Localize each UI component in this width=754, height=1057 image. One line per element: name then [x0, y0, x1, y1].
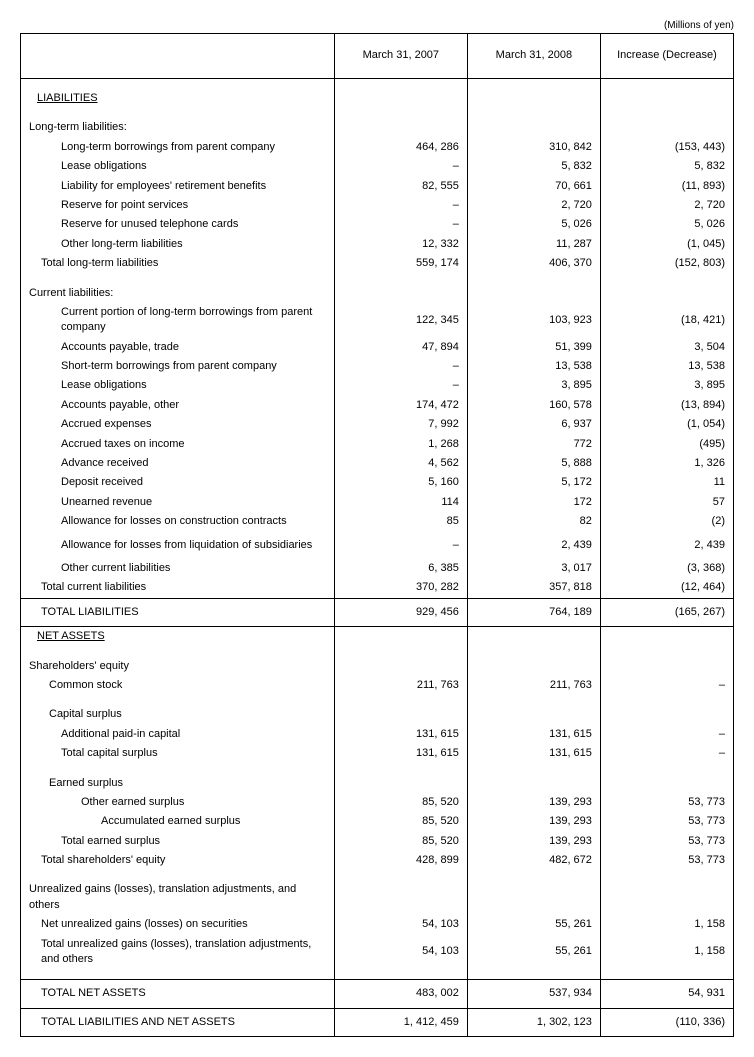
lt-borrowings: Long-term borrowings from parent company… — [21, 138, 734, 157]
lt-lease: Lease obligations–5, 8325, 832 — [21, 157, 734, 176]
se-heading: Shareholders' equity — [21, 657, 734, 676]
cl-accrued-exp: Accrued expenses7, 9926, 937(1, 054) — [21, 415, 734, 434]
cl-advance: Advance received4, 5625, 8881, 326 — [21, 454, 734, 473]
earned-surplus-heading: Earned surplus — [21, 774, 734, 793]
total-liabilities: TOTAL LIABILITIES929, 456764, 189(165, 2… — [21, 598, 734, 626]
cl-construction: Allowance for losses on construction con… — [21, 512, 734, 531]
common-stock: Common stock211, 763211, 763– — [21, 676, 734, 695]
lt-cards: Reserve for unused telephone cards–5, 02… — [21, 215, 734, 234]
cl-accrued-tax: Accrued taxes on income1, 268772(495) — [21, 435, 734, 454]
section-net-assets: NET ASSETS — [21, 627, 734, 647]
acc-earned: Accumulated earned surplus85, 520139, 29… — [21, 812, 734, 831]
section-liabilities: LIABILITIES — [21, 89, 734, 108]
financial-table: March 31, 2007 March 31, 2008 Increase (… — [20, 33, 734, 1037]
lt-retire: Liability for employees' retirement bene… — [21, 177, 734, 196]
total-unrealized: Total unrealized gains (losses), transla… — [21, 935, 734, 970]
unit-label: (Millions of yen) — [20, 20, 734, 31]
cl-ap-trade: Accounts payable, trade47, 89451, 3993, … — [21, 338, 734, 357]
total-net-assets: TOTAL NET ASSETS483, 002537, 93454, 931 — [21, 980, 734, 1008]
cl-deposit: Deposit received5, 1605, 17211 — [21, 473, 734, 492]
total-cap-surplus: Total capital surplus131, 615131, 615– — [21, 744, 734, 763]
add-paid: Additional paid-in capital131, 615131, 6… — [21, 725, 734, 744]
lt-other: Other long-term liabilities12, 33211, 28… — [21, 235, 734, 254]
cl-liquidation: Allowance for losses from liquidation of… — [21, 532, 734, 559]
other-earned: Other earned surplus85, 520139, 29353, 7… — [21, 793, 734, 812]
cl-other: Other current liabilities6, 3853, 017(3,… — [21, 559, 734, 578]
unrealized-heading: Unrealized gains (losses), translation a… — [21, 880, 734, 915]
cap-surplus-heading: Capital surplus — [21, 705, 734, 724]
net-unrealized: Net unrealized gains (losses) on securit… — [21, 915, 734, 934]
total-earned: Total earned surplus85, 520139, 29353, 7… — [21, 832, 734, 851]
col-header-1: March 31, 2007 — [334, 34, 467, 79]
total-se: Total shareholders' equity428, 899482, 6… — [21, 851, 734, 870]
cl-unearned: Unearned revenue11417257 — [21, 493, 734, 512]
long-term-heading: Long-term liabilities: — [21, 118, 734, 137]
cl-ap-other: Accounts payable, other174, 472160, 578(… — [21, 396, 734, 415]
cl-portion: Current portion of long-term borrowings … — [21, 303, 734, 338]
grand-total: TOTAL LIABILITIES AND NET ASSETS1, 412, … — [21, 1008, 734, 1036]
col-header-2: March 31, 2008 — [467, 34, 600, 79]
col-header-3: Increase (Decrease) — [600, 34, 733, 79]
cl-total: Total current liabilities370, 282357, 81… — [21, 578, 734, 598]
current-heading: Current liabilities: — [21, 284, 734, 303]
cl-short-borrow: Short-term borrowings from parent compan… — [21, 357, 734, 376]
lt-total: Total long-term liabilities559, 174406, … — [21, 254, 734, 273]
lt-point: Reserve for point services–2, 7202, 720 — [21, 196, 734, 215]
cl-lease: Lease obligations–3, 8953, 895 — [21, 376, 734, 395]
header-row: March 31, 2007 March 31, 2008 Increase (… — [21, 34, 734, 79]
